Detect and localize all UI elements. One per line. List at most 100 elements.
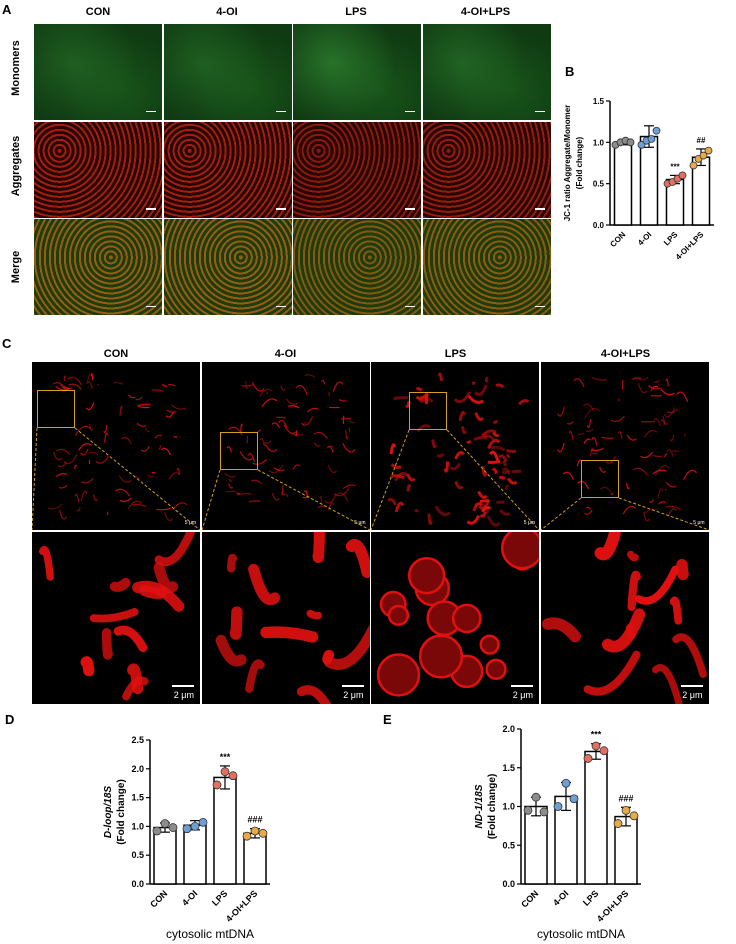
- mitochondrion-mark: [479, 511, 488, 518]
- swollen-mitochondrion-mark: [500, 531, 539, 569]
- mitochondrion-mark: [244, 658, 265, 693]
- mitochondrion-mark: [271, 493, 280, 501]
- mitochondrion-mark: [591, 452, 598, 455]
- y-tick-label: 1.0: [502, 802, 515, 812]
- mitochondrion-mark: [427, 513, 433, 525]
- mitochondrion-mark: [389, 443, 397, 455]
- mitochondrion-mark: [73, 464, 78, 469]
- mitochondrion-mark: [405, 401, 411, 408]
- mitochondrion-mark: [160, 447, 172, 456]
- mitochondrion-mark: [566, 421, 574, 425]
- mitochondrion-mark: [490, 445, 506, 452]
- mitochondrion-mark: [52, 451, 63, 461]
- mitochondrion-mark: [387, 497, 397, 506]
- panel-a-monomers-4oi-lps-image: [422, 24, 551, 120]
- mitochondrion-mark: [113, 625, 148, 652]
- data-point: [228, 771, 238, 781]
- mitochondrion-mark: [454, 451, 465, 460]
- mitochondrion-mark: [246, 452, 255, 463]
- mitochondrion-mark: [585, 506, 591, 510]
- mitochondrion-mark: [239, 423, 243, 433]
- panel-a-merge-4oi-lps-image: [422, 219, 551, 315]
- y-tick-label: 1.5: [593, 97, 605, 106]
- data-point: [553, 802, 563, 811]
- mitochondrion-mark: [486, 515, 501, 527]
- mitochondrion-mark: [161, 383, 168, 387]
- mitochondrion-mark: [323, 624, 370, 670]
- mitochondrion-mark: [665, 481, 677, 488]
- mitochondrion-mark: [632, 467, 648, 476]
- panel-c-col-lps: LPS: [444, 348, 467, 360]
- mitochondrion-mark: [306, 609, 322, 619]
- mitochondrion-mark: [120, 436, 132, 445]
- mitochondrion-mark: [627, 570, 641, 611]
- bar: [639, 135, 659, 226]
- mitochondrion-mark: [57, 461, 67, 468]
- mitochondrion-mark: [263, 440, 272, 444]
- data-point: [250, 826, 260, 836]
- data-point: [637, 140, 646, 149]
- mitochondrion-mark: [283, 493, 288, 498]
- mitochondrion-mark: [487, 438, 501, 450]
- mitochondrion-mark: [156, 507, 171, 511]
- scale-bar: [172, 684, 194, 687]
- mitochondrion-mark: [572, 378, 585, 388]
- mitochondrion-mark: [642, 508, 659, 515]
- mitochondrion-mark: [63, 454, 78, 465]
- mitochondrion-mark: [656, 488, 663, 499]
- mitochondrion-mark: [302, 495, 310, 499]
- x-tick-label: 4-OI+LPS: [224, 888, 260, 924]
- scale-bar: [405, 208, 415, 210]
- mitochondrion-mark: [643, 429, 657, 438]
- mitochondrion-mark: [659, 388, 675, 396]
- mitochondrion-mark: [136, 422, 147, 427]
- x-tick-label: 4-OI+LPS: [674, 230, 706, 262]
- mitochondrion-mark: [74, 493, 80, 503]
- panel-c-overview-lps-image: 5 μm: [371, 362, 539, 530]
- scale-bar-label-zoom: 2 μm: [682, 689, 703, 700]
- mitochondrion-mark: [277, 420, 288, 429]
- mitochondrion-mark: [122, 675, 149, 701]
- mitochondrion-mark: [541, 616, 581, 642]
- data-point: [190, 822, 200, 831]
- mitochondrion-mark: [340, 417, 351, 420]
- bar: [584, 750, 608, 885]
- panel-d-chart: 0.0 0.5 1.0 1.5 2.0 2.5 D-loop/18S (Fold change…: [103, 735, 270, 941]
- mitochondrion-mark: [327, 465, 337, 474]
- mitochondrion-mark: [80, 655, 95, 676]
- mitochondrion-mark: [511, 469, 522, 474]
- y-tick-label: 0.0: [131, 879, 144, 889]
- mitochondrion-mark: [473, 502, 490, 514]
- mitochondrion-mark: [80, 448, 89, 456]
- x-tick-label: LPS: [581, 888, 600, 907]
- mitochondrion-mark: [505, 453, 511, 458]
- mitochondrion-mark: [271, 422, 280, 429]
- scale-bar: [275, 208, 286, 210]
- mitochondrion-mark: [170, 404, 187, 410]
- panel-a-row-merge: Merge: [10, 250, 22, 284]
- panel-a-aggregates-4oi-lps-image: [422, 121, 551, 218]
- mitochondrion-mark: [498, 454, 508, 462]
- mitochondrion-mark: [504, 484, 510, 490]
- mitochondrion-mark: [115, 488, 131, 497]
- data-point: [220, 767, 230, 777]
- y-tick-label: 2.5: [131, 735, 144, 745]
- data-point: [704, 146, 713, 155]
- mitochondrion-mark: [273, 467, 285, 471]
- x-tick-label: CON: [519, 888, 540, 909]
- mitochondrion-mark: [622, 505, 636, 515]
- mitochondrion-mark: [647, 384, 660, 390]
- mitochondrion-mark: [663, 407, 675, 418]
- significance-annotation: ***: [670, 162, 680, 171]
- data-point: [678, 171, 687, 180]
- mitochondrion-mark: [264, 444, 277, 452]
- mitochondrion-mark: [236, 493, 252, 496]
- mitochondrion-mark: [660, 419, 665, 425]
- scale-bar: [146, 208, 156, 210]
- mitochondrion-mark: [675, 558, 689, 580]
- mitochondrion-mark: [285, 398, 298, 405]
- mitochondrion-mark: [583, 509, 593, 515]
- mitochondrion-mark: [167, 384, 176, 387]
- mitochondrion-mark: [55, 472, 68, 478]
- mitochondrion-mark: [79, 452, 82, 455]
